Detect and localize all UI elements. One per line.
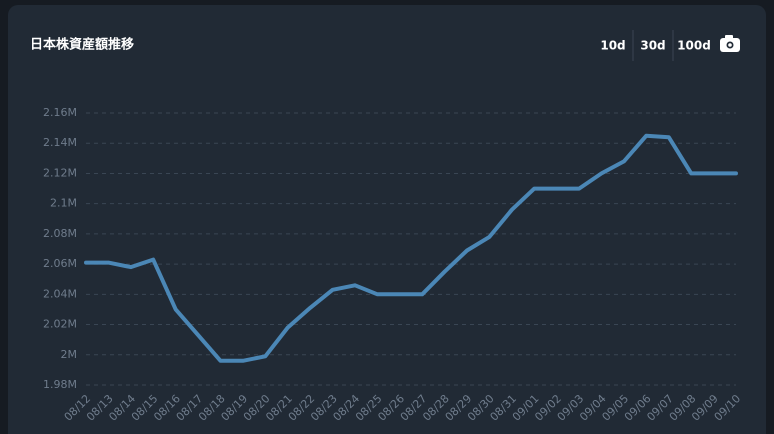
y-tick-label: 2.04M — [43, 287, 77, 300]
range-button[interactable]: 10d — [600, 39, 625, 53]
chart-title: 日本株資産額推移 — [30, 37, 134, 53]
y-tick-label: 2.16M — [43, 106, 77, 119]
y-tick-label: 2.06M — [43, 257, 77, 270]
y-tick-label: 2.08M — [43, 227, 77, 240]
y-tick-label: 2.1M — [50, 197, 77, 210]
y-tick-label: 2.02M — [43, 318, 77, 331]
line — [84, 133, 738, 363]
y-tick-label: 1.98M — [43, 378, 77, 391]
card — [8, 5, 766, 434]
y-tick-label: 2.12M — [43, 166, 77, 179]
y-tick-label: 2M — [61, 348, 78, 361]
y-tick-label: 2.14M — [43, 136, 77, 149]
range-button[interactable]: 100d — [677, 39, 711, 53]
camera-button[interactable] — [720, 35, 740, 52]
range-button[interactable]: 30d — [640, 39, 665, 53]
